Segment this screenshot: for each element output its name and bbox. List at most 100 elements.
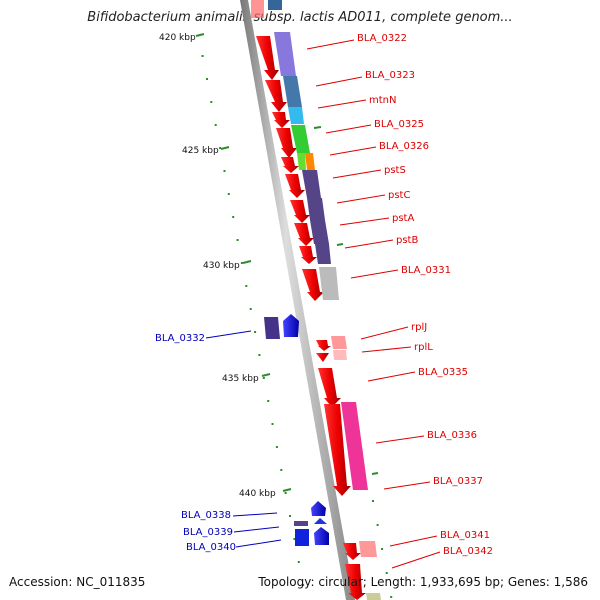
position-dot — [214, 124, 217, 126]
kbp-ticks: 420 kbp 425 kbp 430 kbp 435 kbp 440 kbp — [159, 33, 292, 499]
gene-block[interactable] — [295, 529, 309, 546]
gene-arrow[interactable] — [324, 404, 351, 496]
gene-arrow[interactable] — [318, 368, 341, 407]
kbp-tick-label: 435 kbp — [222, 374, 259, 384]
position-dot — [302, 584, 305, 586]
gene-block[interactable] — [294, 521, 308, 526]
kbp-tick — [282, 488, 292, 492]
kbp-tick — [242, 260, 252, 264]
gene-arrow[interactable] — [276, 128, 297, 158]
gene-block[interactable] — [307, 198, 325, 220]
gene-block[interactable] — [315, 244, 331, 264]
position-dot — [258, 354, 261, 356]
gene-block[interactable] — [305, 153, 315, 170]
kbp-tick-label: 430 kbp — [203, 261, 240, 271]
gene-arrow[interactable] — [311, 501, 326, 516]
gene-label[interactable]: BLA_0325 — [374, 119, 424, 130]
position-dot — [236, 239, 239, 241]
gene-arrow[interactable] — [265, 80, 287, 112]
position-dot — [280, 469, 283, 471]
gene-block[interactable] — [319, 267, 339, 300]
forward-strand-genes — [256, 36, 366, 600]
gene-label[interactable]: mtnN — [369, 95, 396, 106]
gene-block[interactable] — [297, 153, 306, 170]
gene-arrow[interactable] — [281, 157, 299, 173]
gene-arrow[interactable] — [285, 174, 305, 198]
gene-label[interactable]: rplJ — [411, 322, 427, 333]
gene-block[interactable] — [331, 336, 347, 349]
position-dot — [390, 596, 393, 598]
label-leaders — [205, 39, 441, 569]
position-dot — [219, 147, 222, 149]
position-dot — [249, 308, 252, 310]
gene-arrow[interactable] — [316, 340, 331, 351]
gene-block[interactable] — [264, 317, 280, 339]
gene-label[interactable]: BLA_0326 — [379, 141, 429, 152]
gene-label[interactable]: BLA_0336 — [427, 430, 477, 441]
gene-arrow[interactable] — [316, 353, 329, 362]
gene-arrow[interactable] — [272, 112, 290, 128]
gene-arrow[interactable] — [290, 200, 310, 223]
gene-block[interactable] — [291, 125, 310, 153]
reverse-strand-genes — [264, 314, 329, 546]
gene-block[interactable] — [283, 76, 302, 107]
gene-arrow[interactable] — [283, 314, 299, 337]
position-dot — [223, 170, 226, 172]
gene-block[interactable] — [268, 0, 282, 10]
gene-label[interactable]: BLA_0322 — [357, 33, 407, 44]
gene-label[interactable]: rplL — [414, 342, 433, 353]
position-dot — [245, 285, 248, 287]
gene-block[interactable] — [302, 170, 321, 198]
kbp-tick-label: 440 kbp — [239, 489, 276, 499]
gene-arrow[interactable] — [314, 518, 327, 524]
kbp-tick — [220, 146, 230, 150]
gene-block[interactable] — [366, 593, 381, 600]
gene-block[interactable] — [359, 541, 377, 557]
gene-arrow[interactable] — [343, 543, 361, 560]
feature-blocks — [274, 32, 381, 600]
gene-label[interactable]: BLA_0340 — [186, 542, 236, 553]
kbp-tick — [261, 373, 271, 377]
position-dot — [376, 524, 379, 526]
position-dot — [267, 400, 270, 402]
gene-label[interactable]: pstS — [384, 165, 406, 176]
gene-arrow[interactable] — [314, 527, 329, 545]
gene-arrow[interactable] — [256, 36, 279, 80]
gene-arrow[interactable] — [302, 269, 324, 301]
gene-label[interactable]: BLA_0339 — [183, 527, 233, 538]
position-dot — [284, 492, 287, 494]
gene-label[interactable]: BLA_0337 — [433, 476, 483, 487]
gene-block[interactable] — [274, 32, 296, 76]
reverse-gene-labels: BLA_0332 BLA_0338 BLA_0339 BLA_0340 — [155, 333, 236, 553]
gene-label[interactable]: BLA_0338 — [181, 510, 231, 521]
gene-label[interactable]: pstB — [396, 235, 418, 246]
gene-arrow[interactable] — [345, 564, 366, 600]
gene-label[interactable]: BLA_0331 — [401, 265, 451, 276]
gene-block[interactable] — [341, 402, 368, 490]
gene-label[interactable]: BLA_0332 — [155, 333, 205, 344]
gene-label[interactable]: pstC — [388, 190, 410, 201]
gene-label[interactable]: pstA — [392, 213, 414, 224]
position-dot — [293, 538, 296, 540]
kbp-tick-label: 420 kbp — [159, 33, 196, 43]
position-dot — [275, 446, 278, 448]
gene-label[interactable]: BLA_0335 — [418, 367, 468, 378]
gene-label[interactable]: BLA_0342 — [443, 546, 493, 557]
gene-block[interactable] — [251, 0, 264, 18]
position-dot — [254, 331, 257, 333]
gene-arrow[interactable] — [294, 223, 314, 246]
position-dot — [271, 423, 274, 425]
position-dot — [227, 193, 230, 195]
forward-gene-labels: BLA_0322 BLA_0323 mtnN BLA_0325 BLA_0326… — [357, 33, 493, 557]
gene-block[interactable] — [333, 350, 347, 360]
position-dot — [262, 377, 265, 379]
gene-arrow[interactable] — [299, 246, 317, 264]
gene-block[interactable] — [288, 107, 304, 124]
gene-label[interactable]: BLA_0323 — [365, 70, 415, 81]
position-dot — [240, 262, 243, 264]
gene-label[interactable]: BLA_0341 — [440, 530, 490, 541]
gene-block[interactable] — [310, 220, 329, 244]
map-title: Bifidobacterium animalis subsp. lactis A… — [87, 10, 513, 25]
position-dot — [372, 500, 374, 502]
